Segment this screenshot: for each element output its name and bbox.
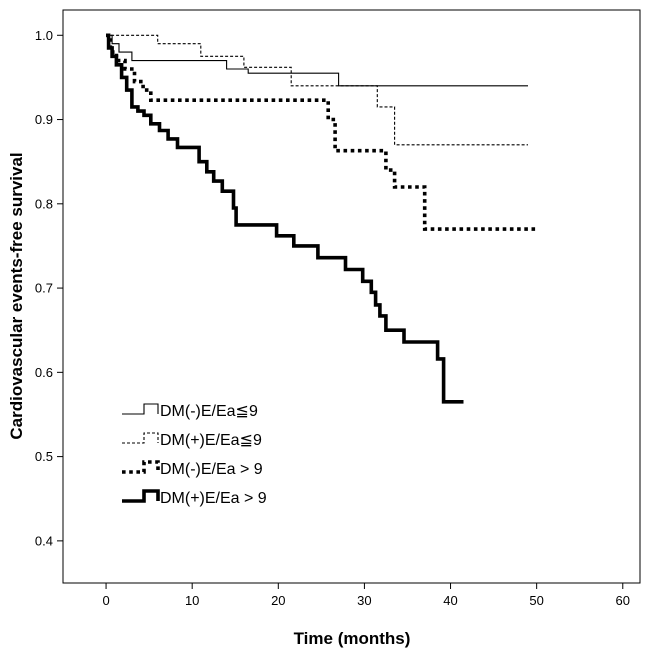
series-line-1 bbox=[106, 34, 528, 87]
y-tick-label: 0.5 bbox=[35, 449, 53, 464]
y-tick-label: 1.0 bbox=[35, 28, 53, 43]
legend: DM(-)E/Ea≦9 DM(+)E/Ea≦9 DM(-)E/Ea > 9 DM(+)… bbox=[122, 403, 267, 507]
legend-swatch-3 bbox=[122, 460, 160, 474]
y-tick-label: 0.8 bbox=[35, 196, 53, 211]
legend-swatch-1 bbox=[122, 403, 159, 415]
x-tick-label: 10 bbox=[185, 593, 199, 608]
y-tick-label: 0.7 bbox=[35, 281, 53, 296]
y-tick-label: 0.9 bbox=[35, 112, 53, 127]
x-tick-label: 50 bbox=[529, 593, 543, 608]
legend-swatch-2 bbox=[122, 432, 159, 444]
ticks-layer: 0 10 20 30 40 50 60 0.4 0.5 0.6 0.7 0.8 0.9 1.0 bbox=[35, 28, 630, 608]
plot-area-frame bbox=[62, 9, 641, 584]
legend-label-1: DM(-)E/Ea≦9 bbox=[160, 403, 258, 420]
x-axis-title: Time (months) bbox=[294, 629, 411, 648]
legend-swatch-4 bbox=[122, 489, 160, 503]
legend-label-3: DM(-)E/Ea > 9 bbox=[160, 461, 263, 478]
series-layer bbox=[106, 33, 537, 404]
x-tick-label: 20 bbox=[271, 593, 285, 608]
y-tick-label: 0.6 bbox=[35, 365, 53, 380]
y-axis-title: Cardiovascular events-free survival bbox=[7, 152, 26, 439]
series-line-4 bbox=[106, 33, 464, 404]
y-tick-label: 0.4 bbox=[35, 533, 53, 548]
series-line-3 bbox=[106, 33, 537, 231]
legend-label-2: DM(+)E/Ea≦9 bbox=[160, 432, 262, 449]
x-tick-label: 60 bbox=[616, 593, 630, 608]
x-tick-label: 30 bbox=[357, 593, 371, 608]
x-tick-label: 40 bbox=[443, 593, 457, 608]
legend-label-4: DM(+)E/Ea > 9 bbox=[160, 490, 267, 507]
x-tick-label: 0 bbox=[102, 593, 109, 608]
